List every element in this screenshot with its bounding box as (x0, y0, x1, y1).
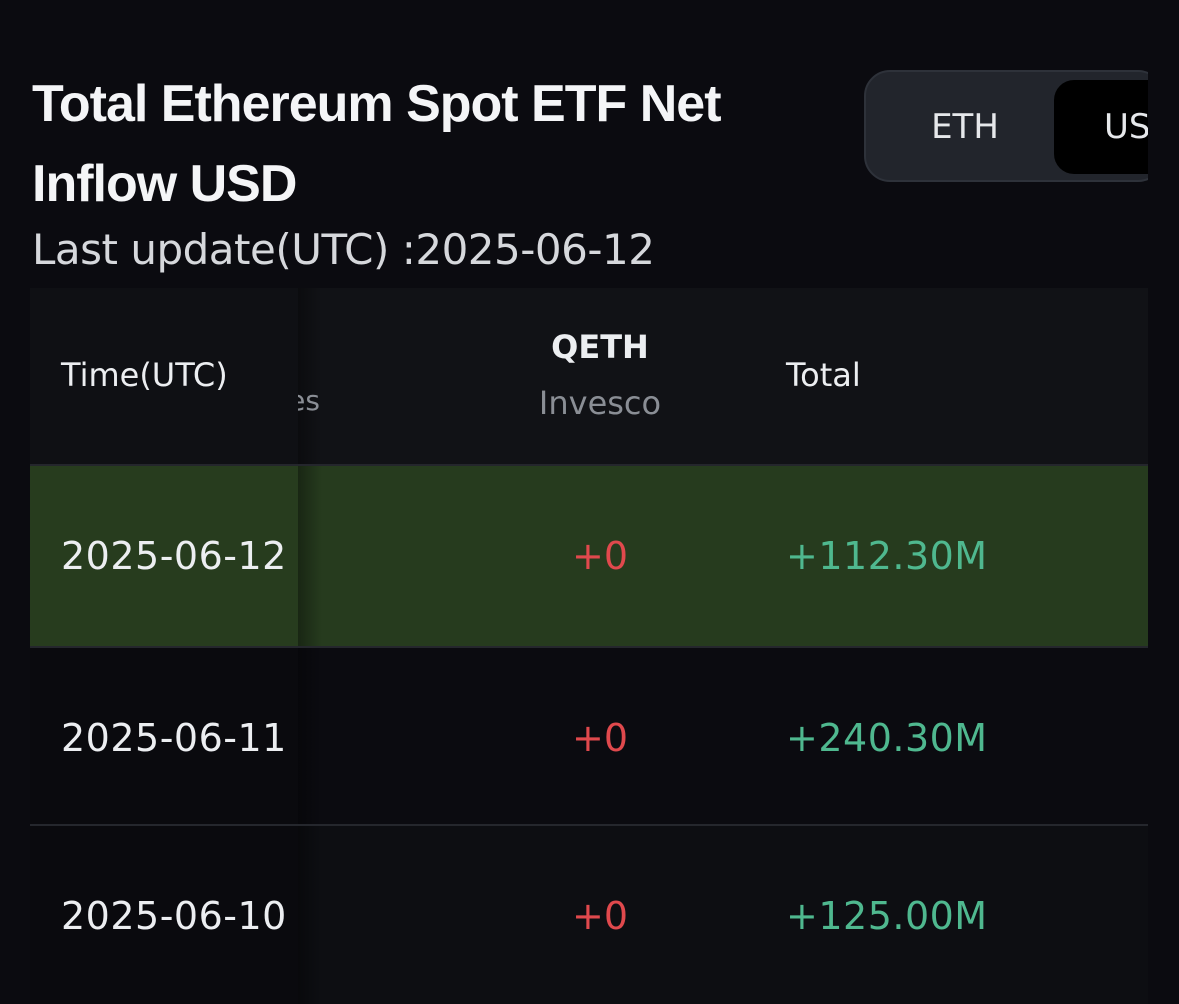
header-sticky-column (30, 288, 298, 464)
page-title: Total Ethereum Spot ETF Net Inflow USD (32, 75, 722, 213)
row-date: 2025-06-12 (61, 534, 287, 578)
row-sticky-cell (30, 466, 298, 646)
table-header: Time(UTC) es QETH Invesco Total (30, 288, 1148, 466)
row-total-value: +240.30M (786, 716, 988, 760)
viewport-edge (1148, 0, 1179, 1004)
etf-flow-table[interactable]: Time(UTC) es QETH Invesco Total 2025-06-… (30, 288, 1148, 1004)
table-row[interactable]: 2025-06-12 +0 +112.30M (30, 466, 1148, 646)
row-qeth-value: +0 (571, 716, 629, 760)
row-divider (30, 646, 1148, 648)
column-header-qeth-ticker[interactable]: QETH (551, 328, 649, 366)
column-header-time[interactable]: Time(UTC) (61, 356, 228, 394)
table-row[interactable]: 2025-06-11 +0 +240.30M (30, 648, 1148, 828)
sticky-column-shadow (298, 288, 322, 464)
sticky-column-shadow (298, 648, 322, 828)
toggle-usd-button[interactable]: US (1054, 80, 1162, 174)
row-divider (30, 824, 1148, 826)
row-total-value: +125.00M (786, 894, 988, 938)
last-update-text: Last update(UTC) :2025-06-12 (32, 225, 655, 274)
table-row[interactable]: 2025-06-10 +0 +125.00M (30, 826, 1148, 1004)
row-sticky-cell (30, 648, 298, 828)
row-date: 2025-06-10 (61, 894, 287, 938)
row-date: 2025-06-11 (61, 716, 287, 760)
unit-toggle: ETH US (864, 70, 1164, 182)
column-header-partial: es (298, 384, 320, 417)
column-header-qeth-issuer: Invesco (538, 384, 662, 422)
column-header-total[interactable]: Total (786, 356, 861, 394)
sticky-column-shadow (298, 826, 322, 1004)
toggle-eth-button[interactable]: ETH (874, 80, 1056, 174)
row-qeth-value: +0 (571, 894, 629, 938)
sticky-column-shadow (298, 466, 322, 646)
row-total-value: +112.30M (786, 534, 988, 578)
row-qeth-value: +0 (571, 534, 629, 578)
row-sticky-cell (30, 826, 298, 1004)
